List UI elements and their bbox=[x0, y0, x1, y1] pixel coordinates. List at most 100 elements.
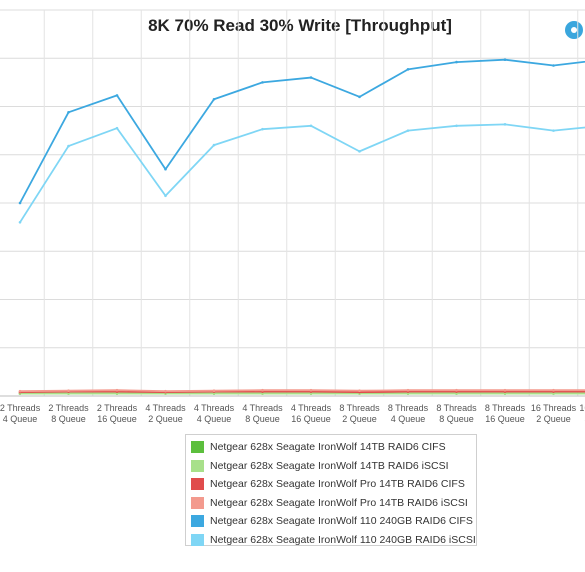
data-point bbox=[67, 392, 70, 395]
data-point bbox=[552, 129, 555, 132]
legend-label: Netgear 628x Seagate IronWolf Pro 14TB R… bbox=[210, 496, 468, 509]
x-tick-label-line: 16 Threads bbox=[531, 403, 577, 413]
x-tick-label-line: 2 Threads bbox=[48, 403, 89, 413]
data-point bbox=[406, 392, 410, 395]
legend-swatch bbox=[191, 515, 204, 528]
x-tick-label: 2 Threads 4 Queue bbox=[0, 403, 41, 424]
data-point bbox=[552, 388, 555, 392]
data-point bbox=[164, 167, 167, 171]
data-point bbox=[164, 389, 167, 393]
data-point bbox=[18, 201, 22, 205]
data-point bbox=[18, 389, 22, 393]
legend-item: Netgear 628x Seagate IronWolf 110 240GB … bbox=[191, 531, 476, 550]
x-tick-label: 4 Threads 16 Queue bbox=[291, 403, 332, 424]
data-point bbox=[212, 97, 216, 101]
data-point bbox=[503, 58, 507, 61]
data-point bbox=[406, 388, 410, 392]
data-point bbox=[455, 388, 458, 392]
data-point bbox=[552, 392, 555, 395]
data-point bbox=[309, 76, 313, 79]
data-point bbox=[115, 388, 119, 392]
x-tick-label-line: 4 Queue bbox=[3, 414, 38, 424]
data-point bbox=[212, 392, 216, 395]
x-tick-label: 8 Threads 8 Queue bbox=[436, 403, 477, 424]
legend-item: Netgear 628x Seagate IronWolf 14TB RAID6… bbox=[191, 438, 476, 457]
series-line-5 bbox=[19, 123, 585, 223]
legend-item: Netgear 628x Seagate IronWolf Pro 14TB R… bbox=[191, 494, 476, 513]
logo-icon bbox=[565, 21, 583, 39]
x-tick-label-line: 16 Threads bbox=[579, 403, 585, 413]
data-point bbox=[455, 392, 458, 395]
x-tick-label-line: 8 Threads bbox=[388, 403, 429, 413]
legend-swatch bbox=[191, 478, 204, 491]
legend-swatch bbox=[191, 441, 204, 454]
x-tick-label-line: 2 Queue bbox=[148, 414, 183, 424]
x-tick-label-line: 4 Threads bbox=[242, 403, 283, 413]
x-tick-label-line: 16 Queue bbox=[485, 414, 525, 424]
x-tick-label: 4 Threads 8 Queue bbox=[242, 403, 283, 424]
x-tick-label-line: 4 Threads bbox=[291, 403, 332, 413]
series-line-4 bbox=[19, 58, 585, 204]
data-point bbox=[212, 143, 216, 147]
x-tick-label-line: 2 Queue bbox=[342, 414, 377, 424]
data-point bbox=[552, 64, 555, 67]
x-tick-label-line: 4 Queue bbox=[391, 414, 426, 424]
data-point bbox=[115, 392, 119, 395]
legend-swatch bbox=[191, 496, 204, 509]
x-tick-label-line: 16 Queue bbox=[291, 414, 331, 424]
x-tick-label-line: 8 Threads bbox=[485, 403, 526, 413]
x-tick-label: 2 Threads 8 Queue bbox=[48, 403, 89, 424]
data-point bbox=[67, 144, 70, 148]
x-tick-label-line: 16 Queue bbox=[97, 414, 137, 424]
data-point bbox=[358, 389, 361, 392]
x-tick-label: 4 Threads 4 Queue bbox=[194, 403, 235, 424]
legend-item: Netgear 628x Seagate IronWolf 110 240GB … bbox=[191, 512, 476, 531]
x-tick-label: 4 Threads 2 Queue bbox=[145, 403, 186, 424]
data-point bbox=[406, 129, 410, 132]
x-tick-label-line: 8 Queue bbox=[51, 414, 86, 424]
legend-label: Netgear 628x Seagate IronWolf 14TB RAID6… bbox=[210, 459, 449, 472]
data-point bbox=[67, 110, 70, 114]
x-tick-label: 8 Threads 4 Queue bbox=[388, 403, 429, 424]
data-point bbox=[309, 388, 313, 392]
data-point bbox=[164, 194, 167, 198]
data-point bbox=[261, 392, 264, 395]
data-point bbox=[503, 123, 507, 126]
x-tick-label-line: 8 Queue bbox=[245, 414, 280, 424]
data-point bbox=[503, 388, 507, 392]
data-point bbox=[115, 94, 119, 97]
x-tick-label: 8 Threads 2 Queue bbox=[339, 403, 380, 424]
data-point bbox=[358, 95, 361, 99]
x-tick-label-line: 8 Queue bbox=[439, 414, 474, 424]
legend-swatch bbox=[191, 533, 204, 546]
legend-label: Netgear 628x Seagate IronWolf 110 240GB … bbox=[210, 533, 476, 546]
x-tick-label-line: 4 Threads bbox=[194, 403, 235, 413]
data-point bbox=[115, 126, 119, 130]
data-point bbox=[503, 392, 507, 395]
data-point bbox=[261, 81, 264, 84]
x-tick-label-line: 2 Queue bbox=[536, 414, 571, 424]
data-point bbox=[309, 124, 313, 128]
data-point bbox=[406, 68, 410, 71]
data-point bbox=[358, 150, 361, 153]
data-point bbox=[455, 60, 458, 64]
legend-label: Netgear 628x Seagate IronWolf 14TB RAID6… bbox=[210, 441, 446, 454]
legend-label: Netgear 628x Seagate IronWolf 110 240GB … bbox=[210, 515, 473, 528]
x-tick-label-line: 8 Threads bbox=[436, 403, 477, 413]
data-point bbox=[212, 389, 216, 392]
data-point bbox=[261, 388, 264, 392]
legend-item: Netgear 628x Seagate IronWolf 14TB RAID6… bbox=[191, 457, 476, 476]
x-tick-label-line: 2 Threads bbox=[0, 403, 41, 413]
chart-legend: Netgear 628x Seagate IronWolf 14TB RAID6… bbox=[185, 434, 477, 546]
data-point bbox=[309, 392, 313, 395]
x-tick-label: 2 Threads 16 Queue bbox=[97, 403, 138, 424]
legend-item: Netgear 628x Seagate IronWolf Pro 14TB R… bbox=[191, 475, 476, 494]
x-tick-label: 8 Threads 16 Queue bbox=[485, 403, 526, 424]
x-tick-label-line: 4 Threads bbox=[145, 403, 186, 413]
x-tick-label-line: 2 Threads bbox=[97, 403, 138, 413]
x-tick-label-line: 8 Threads bbox=[339, 403, 380, 413]
data-point bbox=[261, 127, 264, 131]
x-tick-label-line: 4 Queue bbox=[197, 414, 232, 424]
